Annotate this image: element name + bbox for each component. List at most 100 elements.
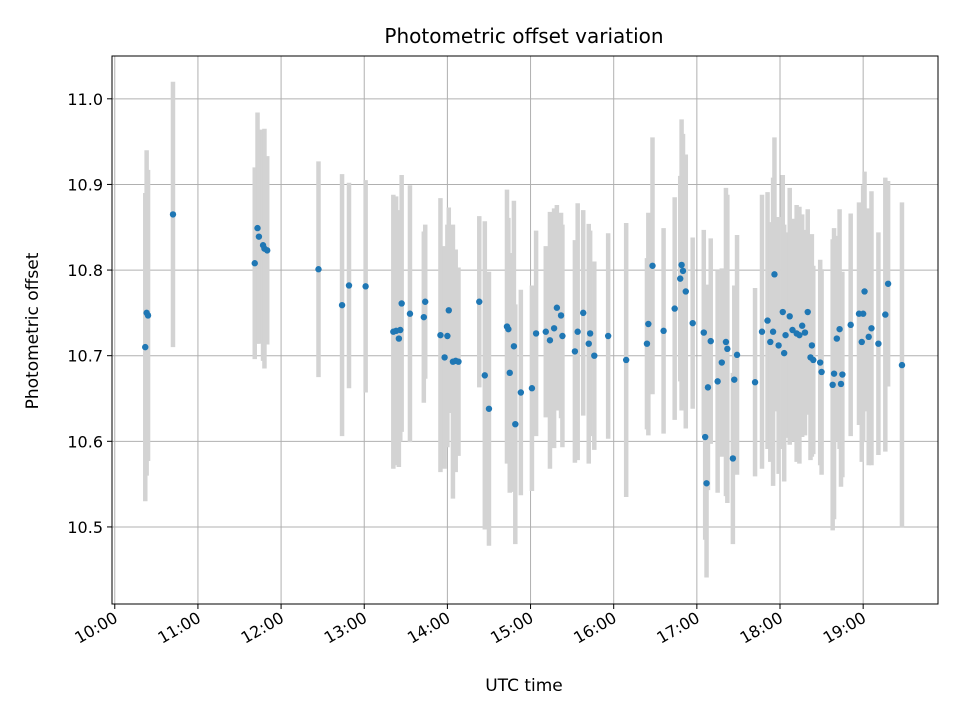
data-point <box>868 325 875 332</box>
data-point <box>816 359 824 366</box>
data-point <box>455 358 462 365</box>
data-point <box>804 308 811 316</box>
data-point <box>553 304 561 311</box>
data-point <box>528 385 536 392</box>
data-point <box>604 332 612 340</box>
data-point <box>437 331 444 339</box>
data-point <box>682 288 689 295</box>
y-tick-label: 10.8 <box>67 261 103 280</box>
data-point <box>585 340 592 347</box>
data-point <box>677 275 684 282</box>
data-point <box>397 326 404 334</box>
data-point <box>808 342 816 349</box>
y-axis-ticks: 10.5 10.6 10.7 10.8 10.9 11.0 <box>67 90 112 537</box>
data-point <box>718 359 725 366</box>
data-point <box>764 317 771 324</box>
data-point <box>875 340 882 347</box>
data-point <box>512 420 519 428</box>
data-point <box>580 309 587 317</box>
data-point <box>882 311 889 318</box>
data-point <box>839 371 846 378</box>
data-point <box>510 343 518 350</box>
data-point <box>679 267 687 275</box>
x-axis-title: UTC time <box>485 676 563 696</box>
data-point <box>689 319 696 327</box>
y-tick-label: 11.0 <box>67 90 103 109</box>
data-point <box>505 325 512 333</box>
data-point <box>671 305 678 312</box>
data-point <box>858 338 865 346</box>
data-point <box>169 211 177 218</box>
y-tick-label: 10.5 <box>67 518 103 537</box>
data-point <box>829 381 836 388</box>
y-axis-title: Photometric offset <box>23 252 43 409</box>
chart-title: Photometric offset variation <box>384 24 663 48</box>
data-point <box>345 282 353 289</box>
data-point <box>254 224 261 232</box>
data-point <box>884 280 892 287</box>
data-point <box>649 262 656 269</box>
data-point <box>476 298 483 305</box>
data-point <box>782 331 789 339</box>
data-point <box>395 335 403 342</box>
data-point <box>786 313 793 320</box>
data-point <box>704 384 712 391</box>
data-point <box>362 283 369 290</box>
data-point <box>701 433 709 441</box>
data-point <box>836 325 843 333</box>
y-tick-label: 10.6 <box>67 432 103 451</box>
data-point <box>420 313 428 321</box>
data-point <box>406 310 414 317</box>
data-point <box>142 343 149 351</box>
data-point <box>780 349 788 357</box>
data-point <box>810 356 817 364</box>
data-point <box>506 369 513 377</box>
data-point <box>144 312 152 319</box>
data-point <box>837 380 845 388</box>
data-point <box>798 322 806 329</box>
data-point <box>703 480 710 487</box>
data-point <box>550 325 558 332</box>
data-point <box>264 247 271 254</box>
data-point <box>861 288 868 295</box>
data-point <box>559 332 566 340</box>
data-point <box>678 261 685 269</box>
data-point <box>255 233 263 240</box>
data-point <box>546 337 554 344</box>
data-point <box>833 335 841 342</box>
data-point <box>859 310 867 317</box>
data-point <box>481 372 489 379</box>
data-point <box>779 308 786 316</box>
data-point <box>758 328 766 335</box>
data-point <box>315 266 322 273</box>
data-point <box>591 352 598 359</box>
data-point <box>622 356 630 364</box>
data-point <box>700 329 707 336</box>
data-point <box>441 354 448 361</box>
data-point <box>731 376 738 383</box>
data-point <box>398 300 405 307</box>
data-point <box>714 378 721 385</box>
data-point <box>485 405 493 412</box>
data-point <box>643 340 651 347</box>
data-point <box>724 345 731 353</box>
data-point <box>769 328 777 335</box>
data-point <box>571 348 579 355</box>
data-point <box>865 333 872 341</box>
data-point <box>251 260 258 267</box>
data-point <box>660 327 667 335</box>
data-point <box>729 455 737 462</box>
data-point <box>722 338 730 346</box>
data-point <box>445 307 452 314</box>
y-tick-label: 10.9 <box>67 175 103 194</box>
plot-frame <box>111 55 939 605</box>
data-point <box>796 331 803 339</box>
data-point <box>422 298 429 305</box>
data-point <box>707 337 714 345</box>
data-point <box>574 328 581 335</box>
data-point <box>338 301 346 309</box>
data-point <box>801 329 809 336</box>
data-point <box>557 312 565 319</box>
data-point <box>767 338 774 346</box>
